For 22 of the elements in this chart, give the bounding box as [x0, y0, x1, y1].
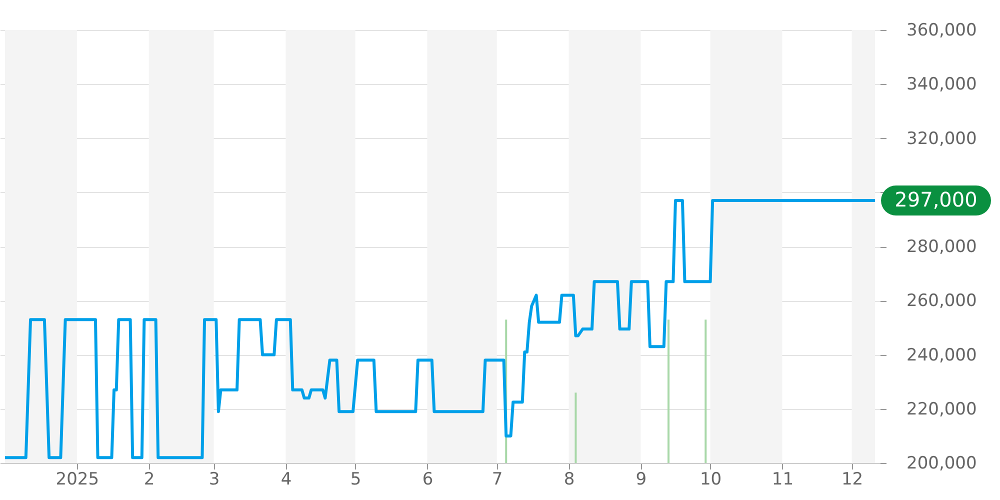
x-tick-label: 10: [700, 470, 722, 490]
x-tick-label: 7: [492, 470, 503, 490]
annotation: 297,000: [894, 187, 978, 212]
x-tick-label: 8: [564, 470, 575, 490]
x-tick-label: 12: [841, 470, 864, 490]
x-tick-label: 3: [208, 470, 220, 490]
x-tick-label: 2025: [56, 470, 100, 490]
x-tick-label: 2: [144, 470, 155, 490]
x-tick-label: 11: [772, 470, 794, 490]
line-series: [4, 198, 876, 460]
y-tick-label: 260,000: [906, 291, 977, 312]
x-tick-label: 5: [350, 470, 362, 490]
y-tick-label: 280,000: [906, 237, 977, 257]
y-tick-label: 340,000: [906, 74, 977, 95]
x-tick-label: 6: [422, 470, 434, 490]
x-tick-label: 4: [280, 470, 292, 490]
y-tick-label: 220,000: [906, 399, 977, 420]
x-tick-label: 9: [636, 470, 647, 490]
y-tick-label: 200,000: [906, 454, 977, 474]
y-tick-label: 240,000: [906, 345, 977, 366]
y-tick-label: 360,000: [906, 20, 977, 40]
y-tick-label: 320,000: [906, 128, 977, 149]
